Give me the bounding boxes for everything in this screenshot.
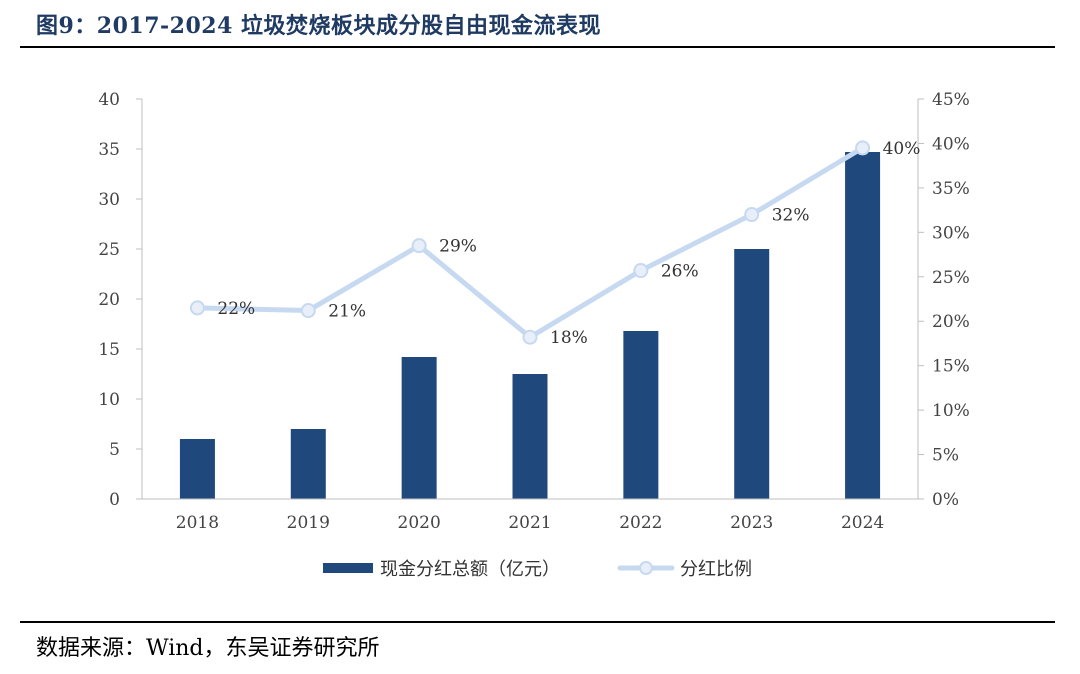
x-tick-label: 2019: [287, 513, 330, 533]
left-tick-label: 10: [98, 390, 120, 410]
left-tick-label: 25: [98, 240, 120, 260]
legend-line-marker: [639, 561, 653, 575]
legend: 现金分红总额（亿元） 分红比例: [323, 559, 752, 580]
x-tick-label: 2024: [841, 513, 884, 533]
x-tick-label: 2022: [619, 513, 662, 533]
ratio-point: [633, 263, 649, 279]
bar: [401, 357, 437, 499]
bar: [623, 331, 659, 499]
ratio-point: [522, 329, 538, 345]
right-tick-label: 20%: [932, 312, 970, 332]
left-tick-label: 5: [109, 440, 120, 460]
x-tick-label: 2020: [398, 513, 441, 533]
left-axis: 0 5 10 15 20 25 30 35 40: [98, 90, 143, 510]
right-tick-label: 15%: [932, 357, 970, 377]
left-tick-label: 30: [98, 190, 120, 210]
ratio-point: [411, 238, 427, 254]
ratio-data-label: 40%: [883, 139, 921, 159]
ratio-data-label: 21%: [328, 302, 366, 322]
line-series: 22% 21% 29% 18% 26% 32% 40%: [189, 139, 921, 348]
ratio-point: [189, 300, 205, 316]
bar: [512, 374, 548, 499]
title-rule: [20, 46, 1055, 48]
ratio-point: [855, 140, 871, 156]
bar: [290, 429, 326, 499]
right-tick-label: 30%: [932, 223, 970, 243]
x-tick-label: 2018: [176, 513, 219, 533]
ratio-point: [744, 207, 760, 223]
right-tick-label: 10%: [932, 401, 970, 421]
x-tick-label: 2023: [730, 513, 773, 533]
right-tick-label: 40%: [932, 134, 970, 154]
right-tick-label: 35%: [932, 179, 970, 199]
left-tick-label: 20: [98, 290, 120, 310]
right-tick-label: 5%: [932, 446, 959, 466]
left-tick-label: 40: [98, 90, 120, 110]
figure-title: 图9：2017-2024 垃圾焚烧板块成分股自由现金流表现: [36, 13, 602, 39]
bar: [845, 152, 881, 499]
legend-bar-label: 现金分红总额（亿元）: [380, 559, 560, 580]
bar: [179, 439, 215, 499]
ratio-data-label: 26%: [661, 262, 699, 282]
right-axis: 0% 5% 10% 15% 20% 25% 30% 35% 40% 45%: [917, 90, 970, 510]
legend-bar-swatch: [323, 563, 373, 573]
x-axis: 2018 2019 2020 2021 2022 2023 2024: [142, 498, 918, 533]
ratio-point: [300, 303, 316, 319]
source-rule: [20, 621, 1055, 623]
ratio-data-label: 32%: [772, 206, 810, 226]
ratio-data-label: 29%: [439, 237, 477, 257]
x-tick-label: 2021: [508, 513, 551, 533]
right-tick-label: 0%: [932, 490, 959, 510]
ratio-data-label: 22%: [217, 299, 255, 319]
bar-series: [179, 152, 881, 499]
left-tick-label: 15: [98, 340, 120, 360]
legend-line-label: 分红比例: [680, 559, 752, 580]
bar: [734, 249, 770, 499]
right-tick-label: 25%: [932, 268, 970, 288]
left-tick-label: 35: [98, 140, 120, 160]
right-tick-label: 45%: [932, 90, 970, 110]
source-note: 数据来源：Wind，东吴证券研究所: [36, 636, 380, 661]
left-tick-label: 0: [109, 490, 120, 510]
ratio-data-label: 18%: [550, 328, 588, 348]
